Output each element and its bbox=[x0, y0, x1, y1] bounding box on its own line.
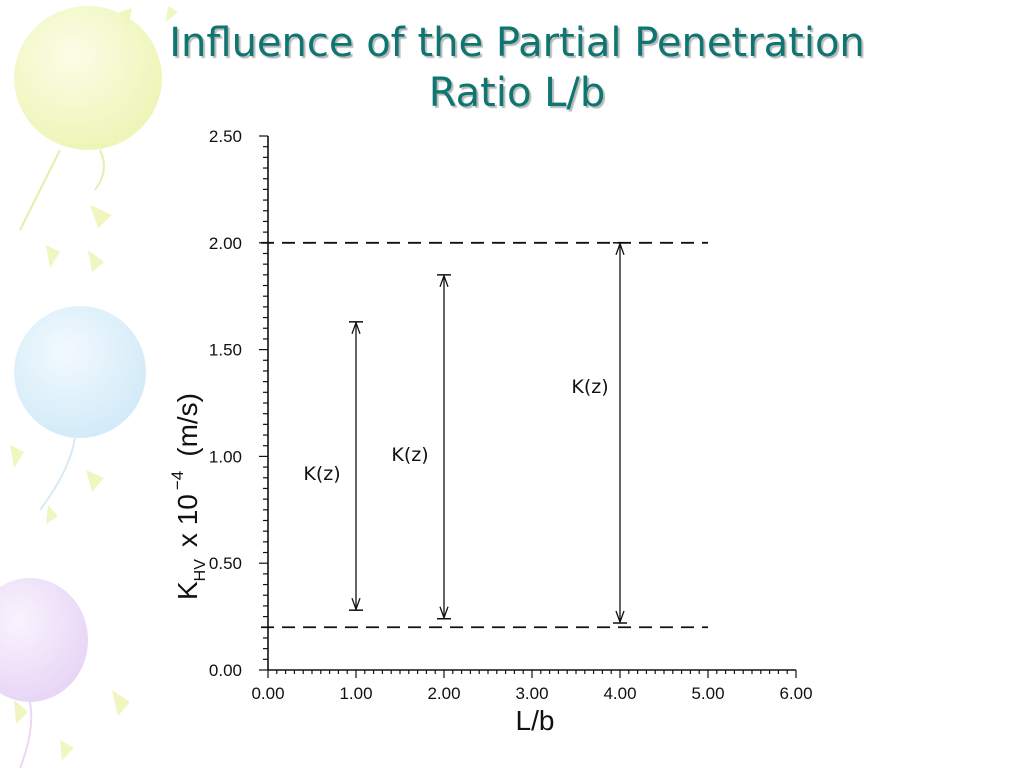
reference-lines bbox=[261, 241, 708, 629]
range-marks: K(z) K(z) K(z) bbox=[303, 241, 627, 624]
x-axis-label: L/b bbox=[516, 705, 555, 736]
y-tick-label: 0.00 bbox=[209, 661, 242, 680]
chart-axes bbox=[267, 136, 796, 671]
y-tick-label: 1.00 bbox=[209, 447, 242, 466]
x-tick-label: 6.00 bbox=[779, 684, 812, 703]
y-axis-label: KHV x 10 −4 (m/s) bbox=[168, 393, 209, 600]
range-arrow: K(z) bbox=[571, 241, 627, 624]
chart-ticks: 0.00 0.50 1.00 1.50 2.00 2.50 0.00 1.00 2.00 3.00… bbox=[209, 127, 813, 703]
arrowhead-down bbox=[439, 606, 449, 620]
y-axis-label-exponent: −4 bbox=[168, 471, 187, 490]
x-tick-label: 3.00 bbox=[515, 684, 548, 703]
x-tick-label: 5.00 bbox=[691, 684, 724, 703]
slide-title-line-1: Influence of the Partial Penetration bbox=[169, 20, 865, 66]
confetti bbox=[10, 6, 178, 760]
range-label: K(z) bbox=[571, 376, 608, 398]
arrowhead-up bbox=[439, 273, 449, 288]
arrowhead-down bbox=[351, 597, 361, 612]
balloon-purple bbox=[0, 578, 88, 768]
y-tick-label: 2.50 bbox=[209, 127, 242, 146]
y-tick-label: 1.50 bbox=[209, 341, 242, 360]
y-axis-label-unit: (m/s) bbox=[172, 393, 203, 457]
balloon-yellow bbox=[14, 6, 162, 231]
arrowhead-down bbox=[615, 610, 625, 624]
y-tick-label: 0.50 bbox=[209, 554, 242, 573]
x-tick-label: 4.00 bbox=[603, 684, 636, 703]
arrowhead-up bbox=[615, 241, 625, 256]
range-label: K(z) bbox=[303, 463, 340, 485]
range-label: K(z) bbox=[391, 444, 428, 466]
slide-title-line-2: Ratio L/b bbox=[428, 70, 606, 116]
y-tick-label: 2.00 bbox=[209, 234, 242, 253]
slide-title: Influence of the Partial Penetration Rat… bbox=[0, 18, 1024, 118]
y-axis-label-mid: x 10 bbox=[172, 494, 203, 547]
x-tick-label: 0.00 bbox=[251, 684, 284, 703]
x-tick-label: 2.00 bbox=[427, 684, 460, 703]
balloon-blue bbox=[14, 306, 146, 511]
y-axis-label-main: K bbox=[172, 581, 203, 600]
x-tick-label: 1.00 bbox=[339, 684, 372, 703]
range-arrow: K(z) bbox=[391, 273, 451, 620]
arrowhead-up bbox=[351, 320, 361, 335]
y-axis-label-sub: HV bbox=[192, 559, 209, 582]
range-arrow: K(z) bbox=[303, 320, 363, 612]
